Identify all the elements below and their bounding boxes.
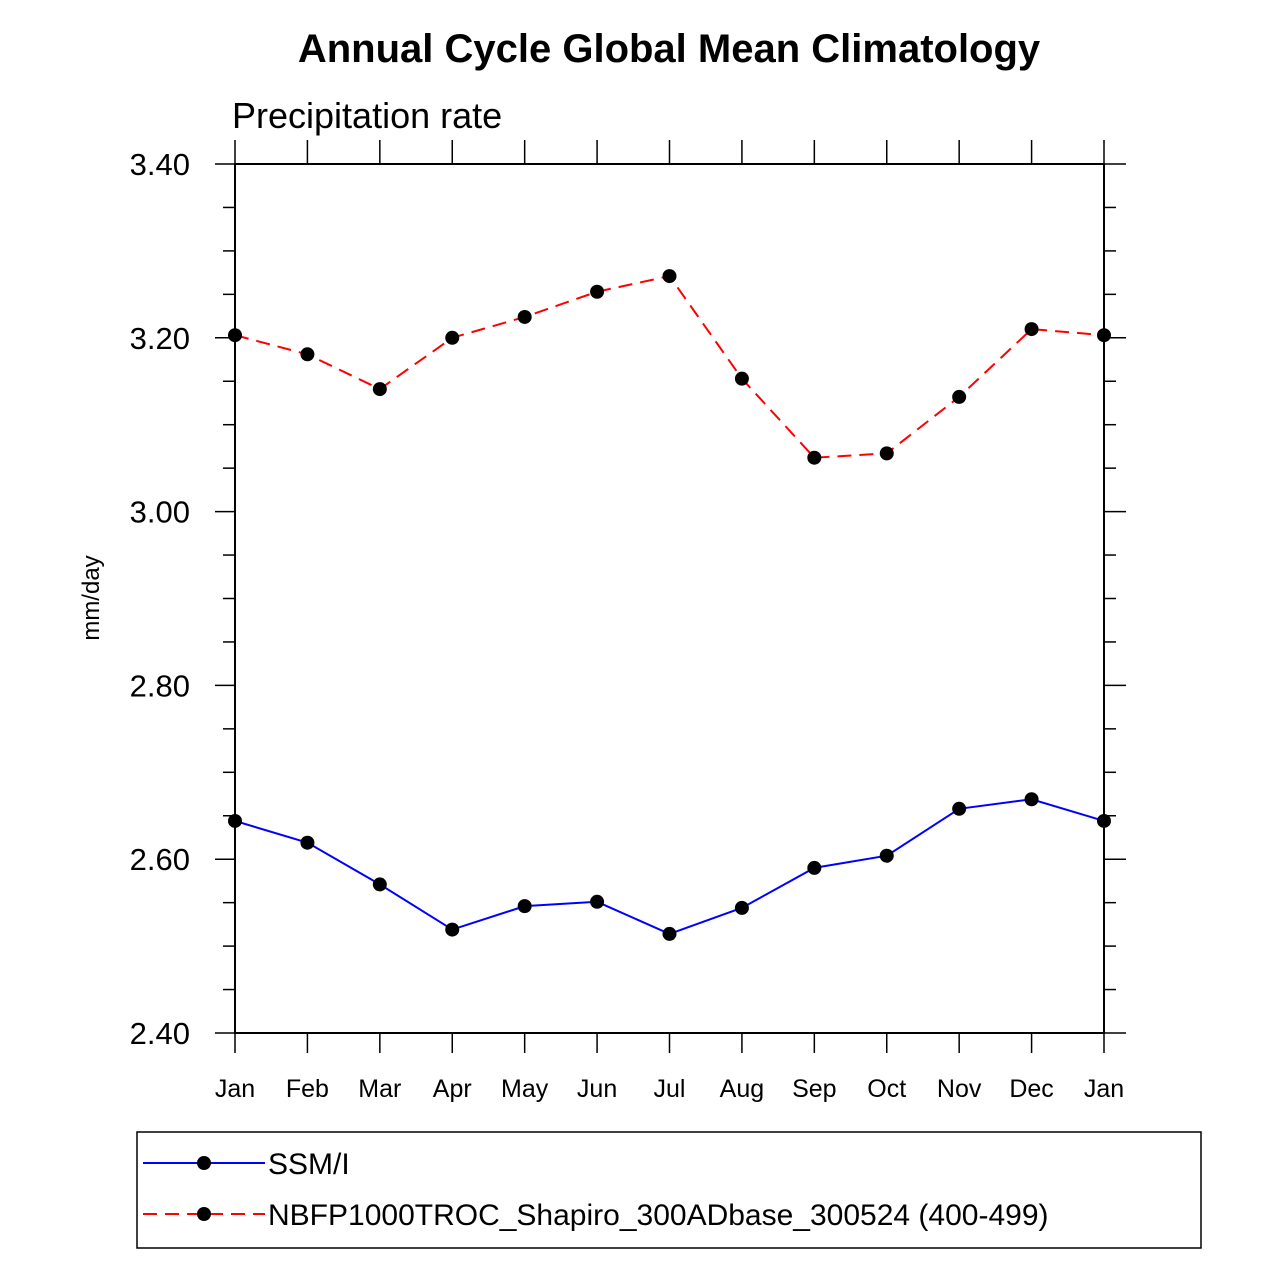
data-point (1097, 328, 1111, 343)
data-point (228, 328, 242, 343)
data-point (879, 848, 894, 863)
data-point (445, 330, 460, 345)
data-point (517, 899, 532, 914)
y-tick-label: 3.20 (130, 321, 190, 356)
data-point (879, 446, 894, 461)
legend-box (136, 1131, 1202, 1249)
series-line-1 (234, 274, 1105, 459)
y-tick-label: 2.40 (130, 1016, 190, 1051)
data-point (807, 450, 822, 465)
series-line-0 (234, 798, 1105, 936)
data-point (372, 877, 387, 892)
data-point (372, 382, 387, 397)
data-point (445, 922, 460, 937)
data-point (952, 801, 967, 816)
x-tick-label: Jan (1084, 1075, 1124, 1103)
x-tick-label: Aug (720, 1075, 764, 1103)
x-tick-label: Nov (937, 1075, 982, 1103)
x-tick-label: Mar (358, 1075, 401, 1103)
x-tick-label: Jun (577, 1075, 617, 1103)
x-tick-label: Sep (792, 1075, 836, 1103)
y-tick-label: 2.60 (130, 842, 190, 877)
y-tick-label: 3.40 (130, 147, 190, 182)
data-point (807, 860, 822, 875)
data-point (228, 813, 242, 828)
series-group (228, 269, 1111, 941)
axes: Jan Feb Mar Apr May Jun Jul Aug Sep Oct Nov Dec Jan 2… (130, 140, 1126, 1103)
data-point (300, 835, 315, 850)
x-tick-label: May (501, 1075, 549, 1103)
data-point (734, 900, 749, 915)
chart-subtitle: Precipitation rate (232, 95, 502, 136)
y-tick-label: 3.00 (130, 495, 190, 530)
x-tick-label: Jan (215, 1075, 255, 1103)
y-tick-label: 2.80 (130, 668, 190, 703)
legend-label: SSM/I (268, 1148, 350, 1181)
data-point (590, 284, 605, 299)
x-tick-label: Dec (1009, 1075, 1053, 1103)
legend-marker (197, 1156, 211, 1170)
data-point (590, 894, 605, 909)
legend-label: NBFP1000TROC_Shapiro_300ADbase_300524 (4… (268, 1199, 1049, 1232)
data-point (662, 269, 677, 284)
y-axis-label: mm/day (78, 555, 105, 640)
data-point (1024, 792, 1039, 807)
data-point (1097, 813, 1111, 828)
plot-frame (234, 163, 1105, 1034)
chart-title: Annual Cycle Global Mean Climatology (298, 27, 1041, 71)
data-point (662, 926, 677, 941)
x-tick-label: Apr (433, 1075, 472, 1103)
data-point (517, 309, 532, 324)
legend-marker (197, 1207, 211, 1221)
data-point (734, 371, 749, 386)
x-tick-label: Jul (654, 1075, 686, 1103)
x-tick-label: Oct (867, 1075, 906, 1103)
legend: SSM/I NBFP1000TROC_Shapiro_300ADbase_3005… (136, 1131, 1202, 1249)
data-point (300, 347, 315, 362)
data-point (1024, 322, 1039, 337)
data-point (952, 389, 967, 404)
x-tick-label: Feb (286, 1075, 329, 1103)
